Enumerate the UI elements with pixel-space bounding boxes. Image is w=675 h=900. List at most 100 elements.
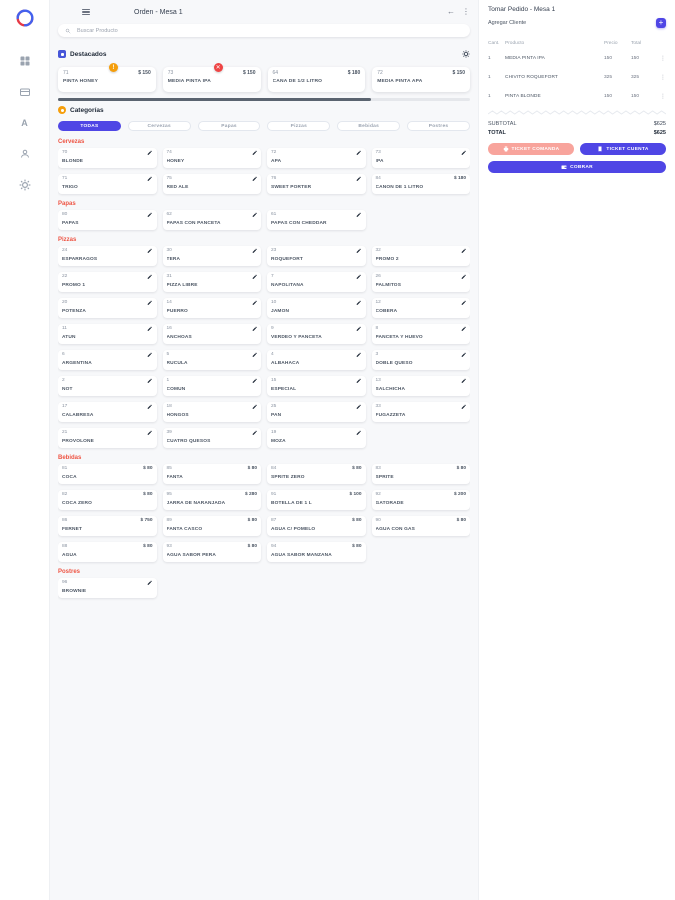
product-card[interactable]: 3 DOBLE QUESO [371,350,470,370]
edit-pencil-icon[interactable] [252,150,258,158]
product-card[interactable]: 91 $ 100 BOTELLA DE 1 L [267,490,366,510]
edit-pencil-icon[interactable] [356,212,362,220]
category-pill[interactable]: Bebidas [337,121,401,131]
edit-pencil-icon[interactable] [461,300,467,308]
product-card[interactable]: 82 $ 80 COCA ZERO [58,490,157,510]
edit-pencil-icon[interactable] [356,274,362,282]
product-card[interactable]: 84 $ 80 SPRITE ZERO [267,464,366,484]
add-client-icon[interactable]: + [656,18,666,28]
kebab-icon[interactable]: ⋮ [462,7,470,16]
edit-pencil-icon[interactable] [252,212,258,220]
product-card[interactable]: 81 $ 80 COCA [58,464,157,484]
product-card[interactable]: 9 VERDEO Y PANCETA [267,324,366,344]
product-card[interactable]: 17 CALABRESA [58,402,157,422]
edit-pencil-icon[interactable] [461,404,467,412]
edit-pencil-icon[interactable] [252,300,258,308]
product-card[interactable]: 31 PIZZA LIBRE [162,272,261,292]
product-card[interactable]: 20 POTENZA [58,298,157,318]
ticket-comanda-button[interactable]: TICKET COMANDA [488,143,574,155]
category-pill[interactable]: TODAS [58,121,121,131]
users-icon[interactable] [18,147,31,160]
letter-a-icon[interactable]: A [21,117,28,128]
product-card[interactable]: 74 HONEY [162,148,261,168]
product-card[interactable]: 18 HONGOS [162,402,261,422]
product-card[interactable]: 8 PANCETA Y HUEVO [371,324,470,344]
gear-icon[interactable] [18,178,31,191]
edit-pencil-icon[interactable] [147,212,153,220]
edit-pencil-icon[interactable] [147,300,153,308]
edit-pencil-icon[interactable] [252,248,258,256]
product-card[interactable]: 26 PALMITOS [371,272,470,292]
product-card[interactable]: 2 NOT [58,376,157,396]
product-card[interactable]: 23 ROQUEFORT [267,246,366,266]
edit-pencil-icon[interactable] [356,150,362,158]
edit-pencil-icon[interactable] [147,274,153,282]
edit-pencil-icon[interactable] [147,404,153,412]
edit-pencil-icon[interactable] [252,430,258,438]
category-pill[interactable]: Cervezas [127,121,191,131]
product-card[interactable]: 75 RED ALE [162,174,261,194]
edit-pencil-icon[interactable] [147,352,153,360]
product-card[interactable]: 14 PUERRO [162,298,261,318]
edit-pencil-icon[interactable] [147,378,153,386]
apps-grid-icon[interactable] [18,54,31,67]
edit-pencil-icon[interactable] [252,326,258,334]
edit-pencil-icon[interactable] [147,176,153,184]
product-card[interactable]: 21 PROVOLONE [58,428,157,448]
edit-pencil-icon[interactable] [252,274,258,282]
edit-pencil-icon[interactable] [461,378,467,386]
featured-scrollbar-thumb[interactable] [58,98,372,101]
product-card[interactable]: 72 APA [267,148,366,168]
product-card[interactable]: 76 SWEET PORTER [267,174,366,194]
product-card[interactable]: 85 $ 80 FANTA [162,464,261,484]
product-card[interactable]: 10 JAMON [267,298,366,318]
search-input[interactable] [75,26,463,35]
product-card[interactable]: 4 ALBAHACA [267,350,366,370]
edit-pencil-icon[interactable] [356,430,362,438]
featured-card[interactable]: ! 71 $ 150 PINTA HONEY [58,63,156,92]
box-icon[interactable] [18,85,31,98]
product-card[interactable]: 11 ATUN [58,324,157,344]
product-card[interactable]: 13 SALCHICHA [371,376,470,396]
edit-pencil-icon[interactable] [252,352,258,360]
edit-pencil-icon[interactable] [252,378,258,386]
product-card[interactable]: 71 TRIGO [58,174,157,194]
product-card[interactable]: 22 PROMO 1 [58,272,157,292]
edit-pencil-icon[interactable] [356,248,362,256]
product-card[interactable]: 90 $ 80 AGUA CON GAS [371,516,470,536]
edit-pencil-icon[interactable] [147,248,153,256]
product-card[interactable]: 83 $ 80 SPRITE [371,464,470,484]
product-card[interactable]: 86 $ 750 FERNET [58,516,157,536]
edit-pencil-icon[interactable] [461,248,467,256]
edit-pencil-icon[interactable] [147,326,153,334]
edit-pencil-icon[interactable] [356,378,362,386]
product-card[interactable]: 80 PAPAS [58,210,157,230]
edit-pencil-icon[interactable] [356,326,362,334]
category-pill[interactable]: Postres [407,121,470,131]
product-card[interactable]: 96 BROWNIE [58,578,157,598]
product-card[interactable]: 5 RUCULA [162,350,261,370]
product-card[interactable]: 15 ESPECIAL [267,376,366,396]
row-kebab-icon[interactable]: ⋮ [660,75,666,81]
featured-card[interactable]: 64 $ 180 CAÑA DE 1/2 LITRO [267,67,366,92]
product-card[interactable]: 62 PAPAS CON PANCETA [162,210,261,230]
menu-icon[interactable] [82,8,90,16]
product-card[interactable]: 92 $ 200 GATORADE [371,490,470,510]
product-card[interactable]: 95 $ 280 JARRA DE NARANJADA [162,490,261,510]
edit-pencil-icon[interactable] [252,176,258,184]
category-pill[interactable]: Papas [197,121,261,131]
product-card[interactable]: 32 PROMO 2 [371,246,470,266]
product-card[interactable]: 1 COMUN [162,376,261,396]
product-card[interactable]: 33 FUGAZZETA [371,402,470,422]
edit-pencil-icon[interactable] [461,352,467,360]
edit-pencil-icon[interactable] [461,274,467,282]
product-card[interactable]: 25 PAN [267,402,366,422]
edit-pencil-icon[interactable] [252,404,258,412]
category-pill[interactable]: Pizzas [267,121,331,131]
product-card[interactable]: 70 BLONDE [58,148,157,168]
featured-card[interactable]: ✕ 73 $ 150 MEDIA PINTA IPA [162,63,261,92]
product-card[interactable]: 94 $ 80 AGUA SABOR MANZANA [267,542,366,562]
product-card[interactable]: 84 $ 180 CAÑON DE 1 LITRO [371,174,470,194]
ticket-cuenta-button[interactable]: TICKET CUENTA [580,143,666,155]
cobrar-button[interactable]: COBRAR [488,161,666,173]
